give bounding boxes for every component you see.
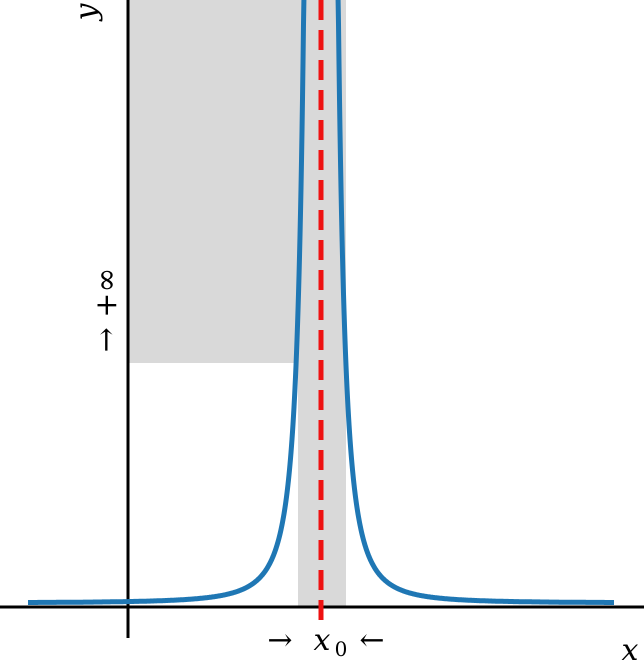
x-limit-sub: 0 [335,637,348,661]
x-limit-arrow-right: ← [359,623,384,658]
curve [28,0,614,605]
x-limit-arrow-left: → [267,623,292,658]
y-axis-label: y [69,2,104,22]
x-axis-label: x [622,633,639,664]
shaded-region-y [128,0,298,363]
y-limit-label: → +∞ [89,268,124,353]
x-limit-var: x [314,623,331,658]
